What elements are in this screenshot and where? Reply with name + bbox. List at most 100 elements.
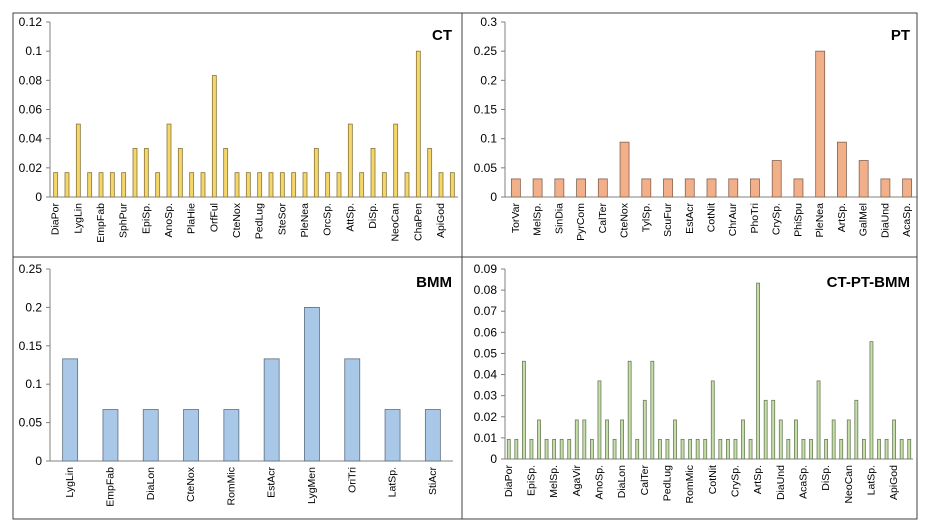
bar [223, 148, 229, 198]
x-tick-label: EmpFab [104, 467, 116, 507]
bar [620, 419, 625, 460]
x-tick-label: OriTri [346, 467, 358, 493]
bar [359, 172, 365, 198]
bar [861, 438, 866, 460]
y-tick-label: 0.04 [19, 132, 43, 146]
x-tick-label: MelSp. [532, 203, 544, 236]
bar [703, 438, 708, 460]
bar [589, 438, 594, 460]
bar [384, 409, 401, 462]
x-tick-label: AnoSp. [163, 203, 175, 237]
bar [733, 438, 738, 460]
y-tick-label: 0.02 [19, 161, 43, 175]
bar [673, 419, 677, 460]
y-tick-label: 0 [35, 190, 42, 204]
bar [657, 438, 662, 460]
x-tick-label: CalTer [597, 202, 609, 233]
x-tick-label: CotNit [706, 203, 718, 232]
bar [109, 172, 115, 198]
bar [869, 341, 874, 460]
x-tick-label: OrfFul [208, 203, 220, 232]
bar [53, 172, 59, 198]
bar [809, 438, 813, 460]
bar [438, 172, 444, 198]
chart-panel-4: 0 0.01 0.02 0.03 0.04 0.05 0.06 0.07 0.08 0.09 Dia… [461, 256, 918, 520]
bar [846, 419, 851, 460]
bar [635, 438, 640, 460]
bar [506, 438, 511, 460]
x-tick-label: EpiSp. [140, 203, 152, 234]
y-tick-label: 0.25 [474, 44, 498, 58]
bar [650, 360, 655, 460]
bar [234, 172, 240, 198]
bar [344, 358, 361, 462]
x-tick-label: RomMic [684, 465, 696, 504]
bar [605, 419, 609, 460]
bar [710, 380, 715, 460]
bar [756, 282, 761, 460]
x-tick-label: CteNox [185, 466, 197, 502]
bar [706, 178, 717, 198]
bar [597, 178, 608, 198]
x-tick-label: TylSp. [640, 203, 652, 232]
bar [728, 178, 739, 198]
bar [892, 419, 897, 460]
bar [552, 438, 557, 460]
bar [854, 399, 859, 460]
bar [902, 178, 913, 198]
bar [880, 178, 891, 198]
bar [554, 178, 565, 198]
y-tick-label: 0.15 [474, 103, 498, 117]
x-tick-label: ScuFur [662, 202, 674, 236]
bar [663, 178, 673, 198]
bar [684, 178, 695, 198]
bar [771, 399, 776, 460]
x-tick-label: DiaPor [50, 203, 62, 236]
bar [695, 438, 700, 460]
x-tick-label: CteNox [619, 202, 631, 238]
bar [816, 380, 821, 460]
y-tick-label: 0.12 [19, 15, 43, 29]
y-tick-label: 0.07 [474, 304, 498, 318]
bar [778, 419, 783, 460]
x-tick-label: DiaUnd [775, 465, 787, 500]
y-tick-label: 0.05 [19, 416, 43, 430]
x-tick-label: RomMic [225, 467, 237, 506]
bar [627, 360, 632, 460]
x-tick-label: ChaPen [412, 203, 424, 241]
x-tick-label: CrySp. [771, 203, 783, 235]
bar [415, 50, 421, 198]
x-tick-label: DiaUnd [879, 203, 891, 238]
bar [793, 178, 804, 198]
bar [574, 419, 579, 460]
x-tick-label: AgaVir [571, 464, 583, 496]
chart-title: CT [432, 27, 452, 44]
x-tick-label: ArtSp. [752, 465, 764, 494]
bar [837, 141, 847, 198]
x-tick-label: CrySp. [729, 465, 741, 497]
x-tick-label: EpiSp. [525, 465, 537, 496]
bar [211, 75, 217, 198]
y-tick-label: 0.01 [474, 431, 498, 445]
x-tick-label: EmpFab [95, 203, 107, 243]
y-tick-label: 0 [490, 190, 497, 204]
x-tick-label: PhiSpu [792, 203, 804, 237]
bar [641, 178, 652, 198]
bar [449, 172, 455, 198]
bar [567, 438, 572, 460]
y-tick-label: 0.05 [474, 161, 498, 175]
bar [245, 172, 251, 198]
y-tick-label: 0.2 [25, 300, 42, 314]
bar [521, 360, 526, 460]
bar [642, 399, 647, 460]
bar [427, 148, 433, 198]
bar [142, 409, 159, 462]
bar [279, 172, 285, 198]
bar [858, 160, 869, 198]
x-tick-label: ArtSp. [836, 203, 848, 232]
x-tick-label: AcaSp. [797, 465, 809, 499]
x-tick-label: DiaPor [503, 465, 515, 498]
y-tick-label: 0.08 [474, 283, 498, 297]
bar [263, 358, 280, 462]
bar [907, 438, 912, 460]
